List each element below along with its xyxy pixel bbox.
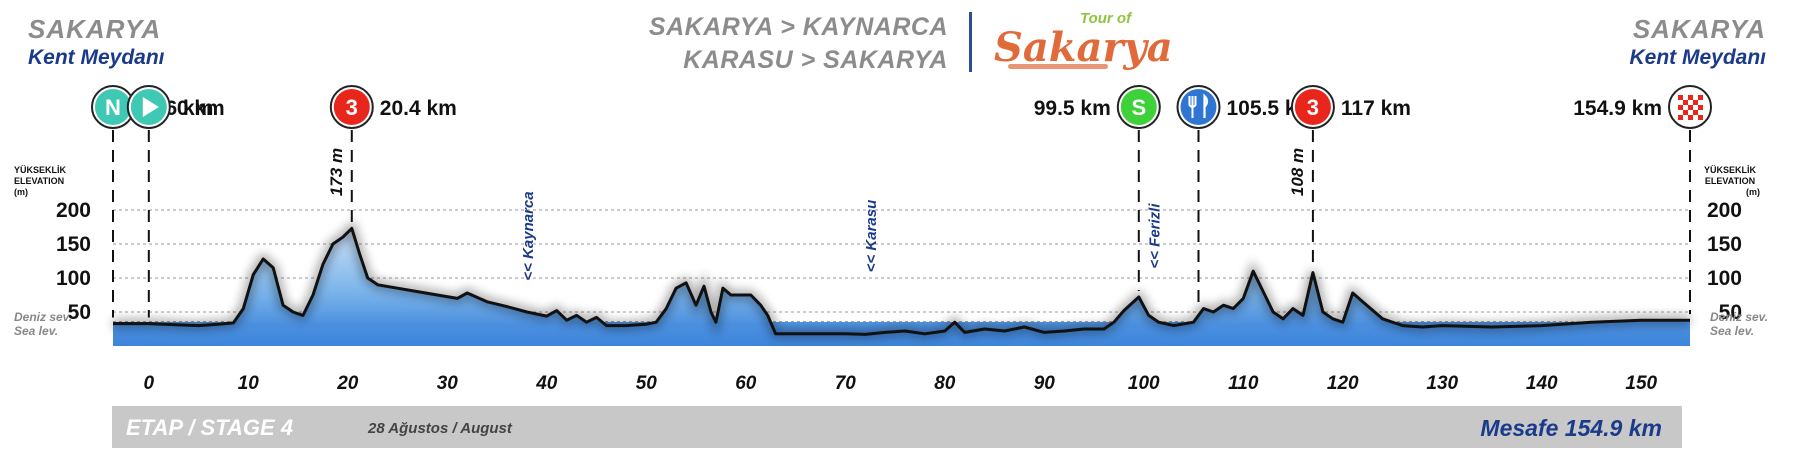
elevation-axis-title-right: YÜKSEKLİK ELEVATION (m) — [1700, 165, 1760, 198]
x-tick-label: 30 — [437, 373, 459, 394]
start-icon: 0 km — [126, 85, 225, 318]
y-tick-right: 150 — [1707, 233, 1742, 256]
route-line-1: SAKARYA > KAYNARCA — [648, 13, 948, 41]
y-tick-right: 100 — [1707, 267, 1742, 290]
summit-height-label: 108 m — [1288, 148, 1307, 196]
route-line-2: KARASU > SAKARYA — [683, 46, 948, 74]
y-tick-left: 50 — [68, 301, 91, 324]
route-title: SAKARYA > KAYNARCA KARASU > SAKARYA — [649, 11, 948, 77]
x-tick-label: 90 — [1034, 373, 1056, 394]
end-city: SAKARYA — [1632, 14, 1766, 44]
y-tick-left: 200 — [56, 199, 91, 222]
stage-date: 28 Ağustos / August — [368, 420, 512, 437]
sea-level-tr-right: Deniz sev. — [1710, 310, 1769, 324]
place-label: << Ferizli — [1147, 203, 1164, 269]
svg-text:S: S — [1131, 95, 1146, 120]
climb-category-3-icon: 3 117 km — [1290, 85, 1411, 267]
tick-layer: 50 50 100 100 150 150 200 200 0 10 20 30 40 50 60 70 80 9… — [56, 199, 1742, 394]
neutral-start-icon: N -3.6 km — [91, 85, 213, 318]
y-tick-right: 50 — [1719, 301, 1742, 324]
x-tick-label: 130 — [1426, 373, 1458, 394]
x-tick-label: 50 — [636, 373, 658, 394]
stage-distance: Mesafe 154.9 km — [1480, 415, 1662, 441]
x-tick-label: 140 — [1526, 373, 1558, 394]
marker-km-label: 154.9 km — [1573, 97, 1662, 120]
marker-km-label: 99.5 km — [1034, 97, 1111, 120]
x-tick-label: 10 — [238, 373, 260, 394]
footer-bar: ETAP / STAGE 4 28 Ağustos / August Mesaf… — [112, 406, 1682, 448]
profile-area — [113, 228, 1690, 346]
elevation-unit-right: (m) — [1746, 187, 1760, 197]
climb-category-3-icon: 3 20.4 km — [329, 85, 457, 223]
y-tick-left: 100 — [56, 267, 91, 290]
elevation-header-tr-right: YÜKSEKLİK — [1703, 165, 1756, 175]
marker-km-label: 0 km — [177, 97, 225, 120]
logo-swoosh — [1008, 64, 1108, 69]
y-tick-right: 200 — [1707, 199, 1742, 222]
feed-zone-icon: 105.5 km — [1176, 85, 1315, 310]
place-label: << Kaynarca — [520, 191, 537, 280]
svg-text:N: N — [105, 95, 121, 120]
x-tick-label: 60 — [735, 373, 757, 394]
sprint-icon: S 99.5 km — [1034, 85, 1161, 292]
x-tick-label: 150 — [1625, 373, 1657, 394]
sea-level-en-right: Sea lev. — [1710, 324, 1755, 338]
x-tick-label: 70 — [835, 373, 857, 394]
start-place: Kent Meydanı — [28, 46, 165, 69]
area-layer — [113, 220, 1690, 346]
sea-level-label-right: Deniz sev. Sea lev. — [1710, 310, 1768, 338]
summit-height-label: 173 m — [327, 148, 346, 196]
elevation-axis-title-left: YÜKSEKLİK ELEVATION (m) — [14, 165, 67, 198]
end-place: Kent Meydanı — [1629, 46, 1766, 69]
stage-label: ETAP / STAGE 4 — [126, 415, 294, 440]
logo-top-text: Tour of — [1080, 10, 1132, 27]
logo-main-text: Sakarya — [994, 24, 1173, 71]
marker-layer: N -3.6 km0 km 3 20.4 km S99.5 km 105.5 km3 117… — [91, 85, 1712, 318]
route-divider — [969, 12, 972, 72]
elevation-header-en: ELEVATION — [14, 176, 65, 186]
x-tick-label: 0 — [144, 373, 155, 394]
start-city: SAKARYA — [28, 14, 162, 44]
elevation-unit: (m) — [14, 187, 28, 197]
place-label: << Karasu — [863, 200, 880, 273]
marker-km-label: 20.4 km — [380, 97, 457, 120]
svg-text:3: 3 — [1307, 95, 1319, 120]
x-tick-label: 80 — [934, 373, 956, 394]
elevation-header-tr: YÜKSEKLİK — [14, 165, 67, 175]
sea-level-label-left: Deniz sev. Sea lev. — [14, 310, 72, 338]
sea-level-en: Sea lev. — [14, 324, 59, 338]
marker-km-label: 117 km — [1341, 97, 1411, 120]
sea-level-tr: Deniz sev. — [14, 310, 73, 324]
x-tick-label: 110 — [1228, 373, 1259, 394]
x-tick-label: 40 — [535, 373, 558, 394]
elevation-header-en-right: ELEVATION — [1704, 176, 1756, 186]
y-tick-left: 150 — [56, 233, 91, 256]
finish-flag-icon: 154.9 km — [1573, 85, 1712, 315]
x-tick-label: 100 — [1128, 373, 1160, 394]
tour-logo: Tour of Sakarya — [988, 4, 1173, 76]
svg-text:3: 3 — [346, 95, 358, 120]
profile-line — [113, 226, 1690, 336]
x-tick-label: 20 — [336, 373, 359, 394]
x-tick-label: 120 — [1327, 373, 1359, 394]
